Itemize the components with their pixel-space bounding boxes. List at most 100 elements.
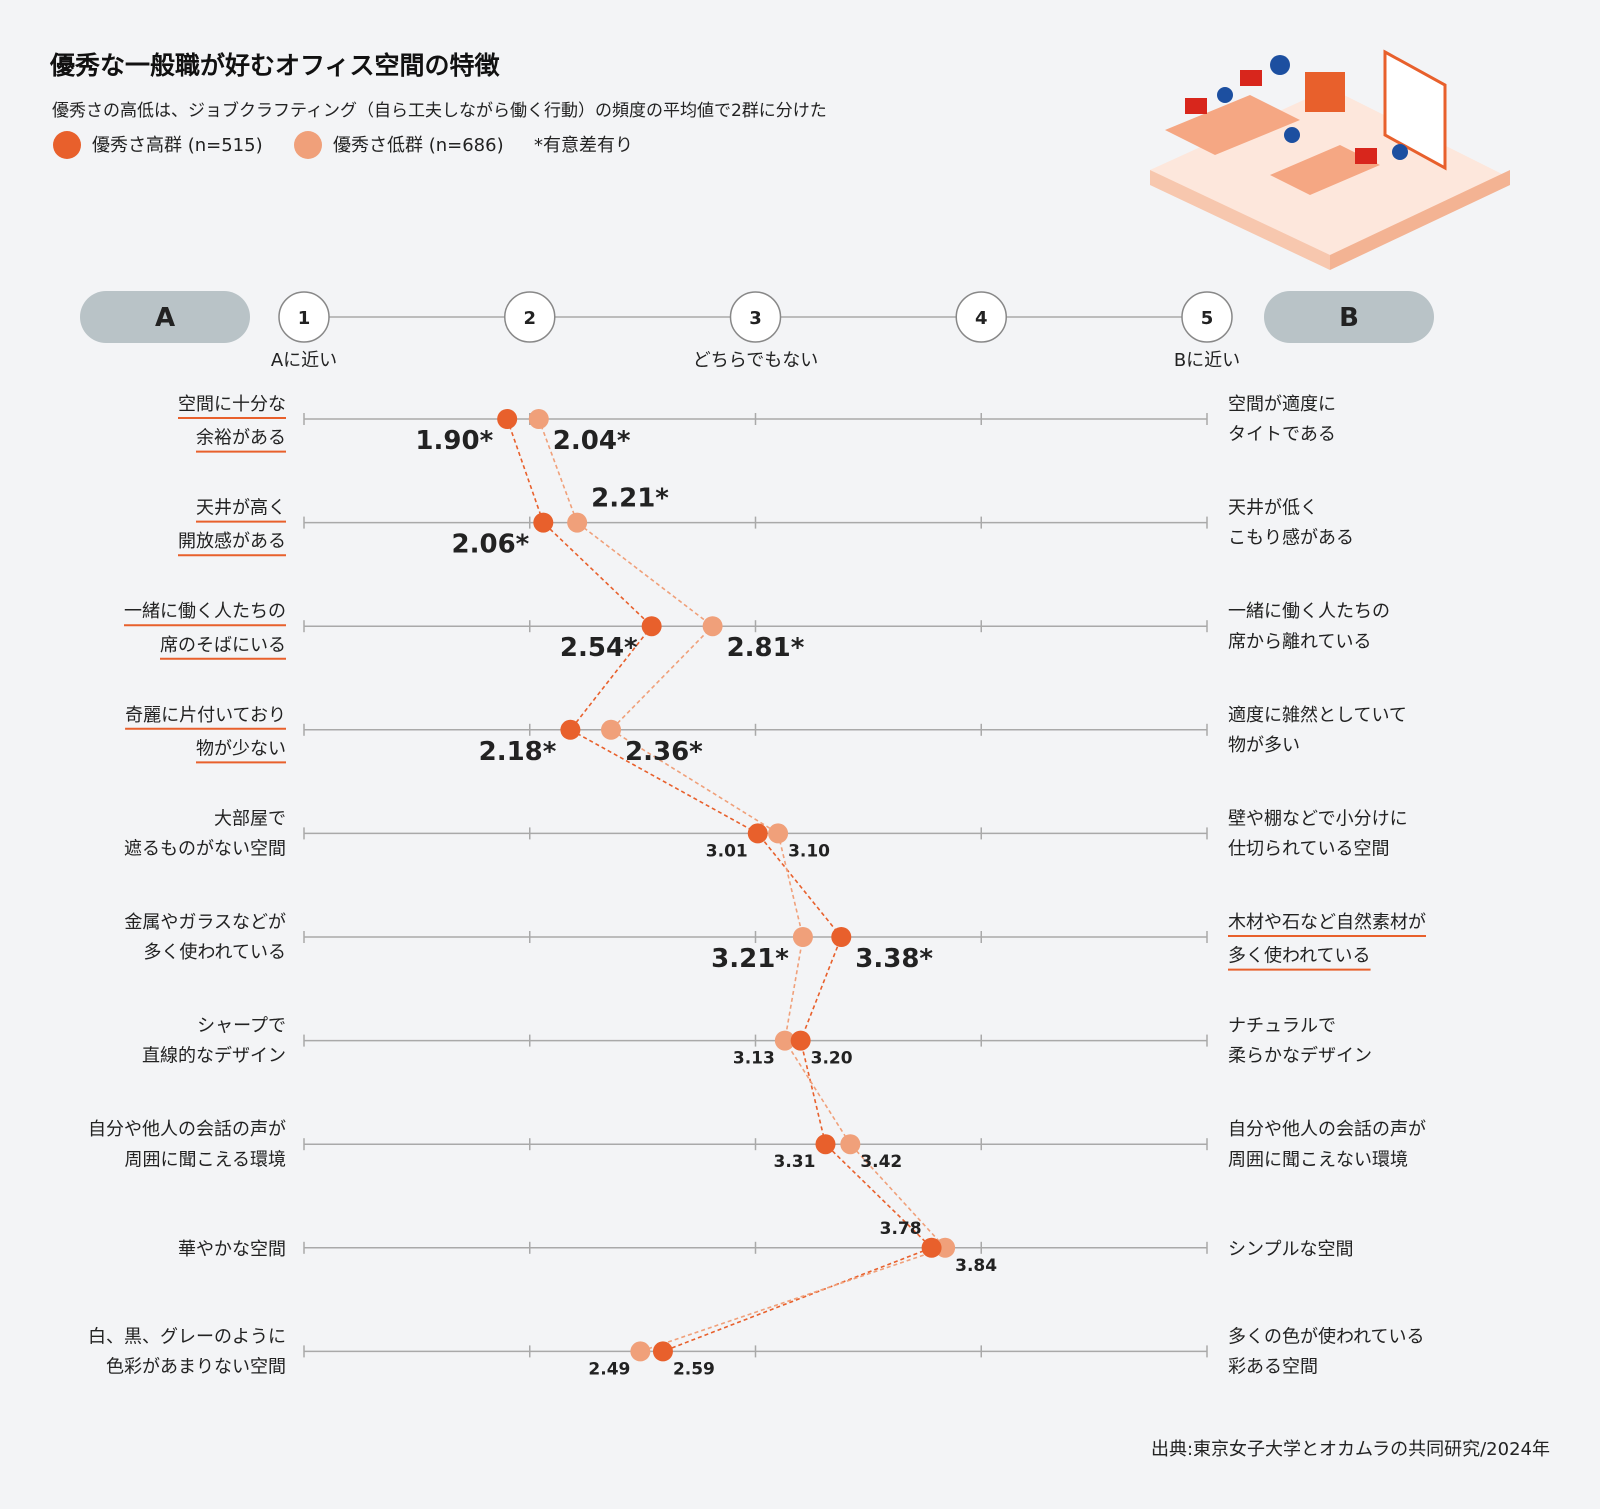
- item-label-b: ナチュラルで: [1228, 1016, 1336, 1037]
- item-label-b: 彩ある空間: [1228, 1356, 1318, 1377]
- scale-tick-circle: [278, 291, 330, 343]
- scale-tick-circle: [955, 291, 1007, 343]
- item-label-a: 色彩があまりない空間: [106, 1356, 286, 1377]
- item-label-a: 直線的なデザイン: [142, 1046, 286, 1067]
- item-label-a: 自分や他人の会話の声が: [88, 1119, 286, 1140]
- item-label-b: 柔らかなデザイン: [1228, 1046, 1372, 1067]
- data-point-low: [601, 719, 622, 740]
- value-label-high: 3.38*: [855, 944, 933, 974]
- scale-tick-circle: [1181, 291, 1233, 343]
- item-label-b: 仕切られている空間: [1228, 838, 1389, 859]
- value-label-low: 2.49: [588, 1359, 630, 1379]
- value-label-low: 3.84: [955, 1256, 997, 1276]
- chart-title: 優秀な一般職が好むオフィス空間の特徴: [49, 51, 501, 80]
- item-label-b: タイトである: [1228, 424, 1336, 445]
- data-point-high: [921, 1237, 942, 1258]
- significance-note: *有意差有り: [534, 135, 633, 156]
- scale-tick-caption: Bに近い: [1174, 350, 1240, 371]
- scale-tick-circle: [504, 291, 556, 343]
- source-note: 出典:東京女子大学とオカムラの共同研究/2024年: [1151, 1439, 1550, 1460]
- value-label-high: 3.78: [880, 1219, 922, 1239]
- value-label-low: 2.21*: [591, 484, 669, 514]
- value-label-low: 2.36*: [625, 737, 703, 767]
- item-label-b: 一緒に働く人たちの: [1228, 601, 1390, 622]
- item-label-b: 多くの色が使われている: [1228, 1326, 1425, 1347]
- pole-a-label: A: [155, 303, 175, 333]
- value-label-high: 2.54*: [560, 633, 638, 663]
- data-point-high: [652, 1341, 673, 1362]
- data-point-high: [497, 409, 518, 429]
- data-point-high: [831, 927, 852, 947]
- data-point-low: [702, 616, 723, 637]
- scale-tick-circle: [729, 291, 782, 343]
- item-label-b: 物が多い: [1228, 735, 1300, 756]
- scale-tick-label: 2: [523, 308, 536, 329]
- value-label-low: 2.04*: [553, 426, 631, 456]
- data-points: 1.90* 2.04* 2.06* 2.21* 2.54* 2.81* 2.18* 2.36*…: [415, 409, 997, 1379]
- value-label-low: 2.81*: [727, 633, 805, 663]
- pole-b-label: B: [1339, 303, 1359, 333]
- item-label-a: 白、黒、グレーのように: [88, 1326, 286, 1347]
- pole-b-pill: [1264, 291, 1434, 343]
- series-connectors: [506, 418, 947, 1353]
- value-label-high: 3.31: [774, 1152, 816, 1172]
- data-point-high: [533, 512, 554, 533]
- item-label-b: 席から離れている: [1228, 631, 1371, 652]
- item-label-b: 木材や石など自然素材が: [1228, 912, 1426, 933]
- value-label-low: 3.13: [733, 1049, 775, 1069]
- item-label-a: 華やかな空間: [178, 1239, 286, 1260]
- value-label-high: 2.18*: [479, 737, 557, 767]
- value-label-high: 3.01: [706, 841, 748, 861]
- series-connector-0: [506, 418, 934, 1353]
- scale-tick-label: 3: [749, 308, 762, 329]
- item-label-b: 天井が低く: [1228, 498, 1318, 519]
- item-label-a: 大部屋で: [214, 808, 286, 829]
- pole-a-pill: [80, 291, 250, 343]
- data-point-low: [774, 1030, 795, 1051]
- scale-tick-label: 4: [975, 308, 988, 329]
- value-label-high: 2.06*: [452, 530, 530, 560]
- item-label-a: 天井が高く: [196, 498, 286, 519]
- scale-tick-caption: Aに近い: [271, 350, 337, 371]
- legend-label-high: 優秀さ高群 (n=515): [92, 135, 263, 156]
- data-point-low: [768, 823, 789, 844]
- legend-marker-high: [53, 131, 81, 159]
- value-label-low: 3.42: [860, 1152, 902, 1172]
- scale-header: A B 1 Aに近い 2 3 どちらでもない 4 5 Bに近い: [80, 291, 1434, 371]
- item-label-a: シャープで: [197, 1016, 286, 1037]
- item-label-b: 空間が適度に: [1228, 394, 1336, 415]
- scale-tick-label: 5: [1201, 308, 1214, 329]
- data-point-low: [630, 1341, 651, 1362]
- item-label-a: 多く使われている: [143, 942, 286, 963]
- item-label-b: 周囲に聞こえない環境: [1228, 1149, 1408, 1170]
- value-label-high: 1.90*: [415, 426, 493, 456]
- chart-subtitle: 優秀さの高低は、ジョブクラフティング（自ら工夫しながら働く行動）の頻度の平均値で…: [52, 100, 827, 121]
- item-label-b: シンプルな空間: [1228, 1239, 1353, 1260]
- legend: 優秀さ高群 (n=515) 優秀さ低群 (n=686) *有意差有り: [53, 131, 633, 159]
- data-point-low: [840, 1134, 861, 1155]
- item-label-a: 開放感がある: [178, 531, 286, 552]
- item-label-b: 適度に雑然としていて: [1228, 705, 1407, 726]
- legend-label-low: 優秀さ低群 (n=686): [333, 135, 504, 156]
- data-point-high: [560, 719, 581, 740]
- item-label-a: 物が少ない: [196, 738, 286, 759]
- item-label-a: 一緒に働く人たちの: [124, 601, 286, 622]
- item-label-a: 遮るものがない空間: [124, 838, 286, 859]
- data-point-low: [567, 512, 588, 533]
- data-point-high: [641, 616, 662, 637]
- item-label-a: 周囲に聞こえる環境: [125, 1149, 286, 1170]
- item-label-a: 金属やガラスなどが: [124, 912, 286, 933]
- item-label-a: 空間に十分な: [178, 394, 286, 415]
- data-point-low: [528, 409, 549, 429]
- data-point-high: [790, 1030, 811, 1051]
- item-label-b: 自分や他人の会話の声が: [1228, 1119, 1426, 1140]
- item-label-b: 多く使われている: [1228, 946, 1371, 967]
- legend-marker-low: [294, 131, 322, 159]
- data-point-high: [747, 823, 768, 844]
- series-connector-1: [538, 418, 947, 1353]
- item-label-a: 奇麗に片付いており: [125, 705, 286, 726]
- office-illustration: [1150, 49, 1510, 270]
- value-label-high: 3.20: [811, 1049, 853, 1069]
